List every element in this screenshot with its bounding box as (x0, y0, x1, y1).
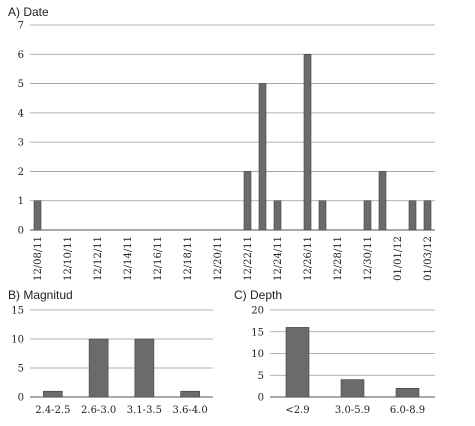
magnitude-bar (88, 338, 109, 398)
date-bar (33, 200, 42, 231)
magnitude-y-tick-label: 10 (11, 335, 24, 346)
depth-bar (340, 379, 365, 398)
date-x-tick-label: 12/08/11 (33, 236, 44, 281)
date-bar (318, 200, 327, 231)
magnitude-x-tick-label: 2.4-2.5 (35, 405, 70, 416)
date-x-tick-label: 12/10/11 (63, 236, 74, 281)
magnitude-y-tick-label: 5 (18, 364, 24, 375)
date-chart-title: A) Date (8, 5, 49, 19)
date-x-tick-label: 12/28/11 (333, 236, 344, 281)
date-y-tick-label: 7 (18, 21, 24, 32)
date-x-tick-label: 12/14/11 (123, 236, 134, 281)
date-x-tick-label: 12/30/11 (363, 236, 374, 281)
depth-x-tick-label: 6.0-8.9 (390, 405, 425, 416)
depth-bar (395, 387, 420, 398)
magnitude-bar (180, 390, 200, 398)
magnitude-x-tick-label: 3.1-3.5 (127, 405, 162, 416)
magnitude-y-tick-label: 15 (11, 306, 24, 317)
date-x-tick-label: 01/03/12 (423, 236, 434, 281)
date-x-tick-label: 01/01/12 (393, 236, 404, 281)
magnitude-y-tick-label: 0 (18, 393, 24, 404)
magnitude-bar (134, 338, 155, 398)
date-x-tick-label: 12/16/11 (153, 236, 164, 281)
date-y-tick-label: 3 (18, 138, 24, 149)
depth-bar (285, 327, 310, 398)
date-bar (243, 171, 252, 231)
date-bar (273, 200, 282, 231)
date-bar (303, 53, 312, 231)
depth-y-tick-label: 20 (251, 306, 264, 317)
date-y-tick-label: 5 (18, 79, 24, 90)
date-bar (423, 200, 432, 231)
date-x-tick-label: 12/24/11 (273, 236, 284, 281)
date-x-tick-label: 12/12/11 (93, 236, 104, 281)
date-y-tick-label: 0 (18, 226, 24, 237)
date-bar (378, 171, 387, 231)
date-y-tick-label: 6 (18, 50, 24, 61)
depth-y-tick-label: 15 (251, 327, 264, 338)
depth-x-tick-label: <2.9 (285, 405, 309, 416)
depth-x-tick-label: 3.0-5.9 (335, 405, 370, 416)
date-y-tick-label: 4 (18, 108, 24, 119)
magnitude-x-tick-label: 2.6-3.0 (81, 405, 116, 416)
depth-y-tick-label: 5 (258, 371, 264, 382)
depth-y-tick-label: 0 (258, 393, 264, 404)
depth-y-tick-label: 10 (251, 349, 264, 360)
depth-chart-title: C) Depth (234, 288, 282, 302)
date-y-tick-label: 1 (18, 196, 24, 207)
magnitude-chart-title: B) Magnitud (8, 288, 73, 302)
date-bar (363, 200, 372, 231)
date-bar (408, 200, 417, 231)
date-x-tick-label: 12/20/11 (213, 236, 224, 281)
magnitude-bar (43, 390, 63, 398)
date-x-tick-label: 12/18/11 (183, 236, 194, 281)
magnitude-x-tick-label: 3.6-4.0 (173, 405, 208, 416)
date-x-tick-label: 12/22/11 (243, 236, 254, 281)
date-y-tick-label: 2 (18, 167, 24, 178)
date-bar (258, 83, 267, 231)
date-x-tick-label: 12/26/11 (303, 236, 314, 281)
